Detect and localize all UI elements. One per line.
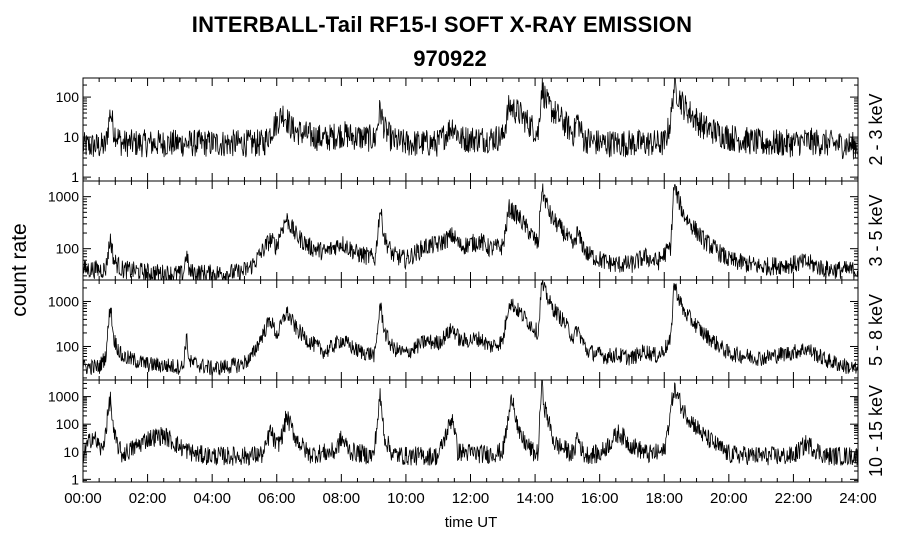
x-tick-label: 18:00 xyxy=(645,490,683,507)
x-tick-label: 22:00 xyxy=(775,490,813,507)
energy-band-label: 3 - 5 keV xyxy=(866,194,886,266)
panel-frame-4 xyxy=(82,379,859,483)
x-tick-label: 16:00 xyxy=(581,490,619,507)
y-tick-label: 100 xyxy=(56,338,80,354)
x-tick-label: 02:00 xyxy=(129,490,167,507)
series-line-1 xyxy=(83,78,858,160)
energy-band-label: 10 - 15 keV xyxy=(866,385,886,477)
chart-subtitle: 970922 xyxy=(413,46,487,71)
x-tick-label: 24:00 xyxy=(839,490,877,507)
x-tick-label: 10:00 xyxy=(387,490,425,507)
y-tick-label: 10 xyxy=(63,444,79,460)
chart-title: INTERBALL-Tail RF15-I SOFT X-RAY EMISSIO… xyxy=(191,12,693,37)
x-tick-label: 20:00 xyxy=(710,490,748,507)
y-tick-label: 1000 xyxy=(48,389,79,405)
panel-frame-3 xyxy=(82,279,859,381)
energy-band-label: 2 - 3 keV xyxy=(866,93,886,165)
series-line-2 xyxy=(83,183,858,280)
y-tick-label: 100 xyxy=(56,416,80,432)
x-tick-label: 12:00 xyxy=(452,490,490,507)
y-tick-label: 100 xyxy=(56,241,80,257)
y-tick-label: 1000 xyxy=(48,293,79,309)
y-tick-label: 1 xyxy=(71,471,79,487)
x-tick-label: 00:00 xyxy=(64,490,102,507)
x-tick-label: 14:00 xyxy=(516,490,554,507)
series-line-4 xyxy=(83,380,858,466)
panel-frame-1 xyxy=(82,77,859,182)
x-tick-label: 08:00 xyxy=(323,490,361,507)
x-axis-label: time UT xyxy=(444,514,498,531)
series-line-3 xyxy=(83,280,858,376)
energy-band-label: 5 - 8 keV xyxy=(866,294,886,366)
y-tick-label: 1 xyxy=(71,169,79,185)
x-tick-label: 04:00 xyxy=(193,490,231,507)
y-tick-label: 10 xyxy=(63,129,79,145)
y-tick-label: 1000 xyxy=(48,189,79,205)
x-tick-label: 06:00 xyxy=(258,490,296,507)
y-tick-label: 100 xyxy=(56,89,80,105)
